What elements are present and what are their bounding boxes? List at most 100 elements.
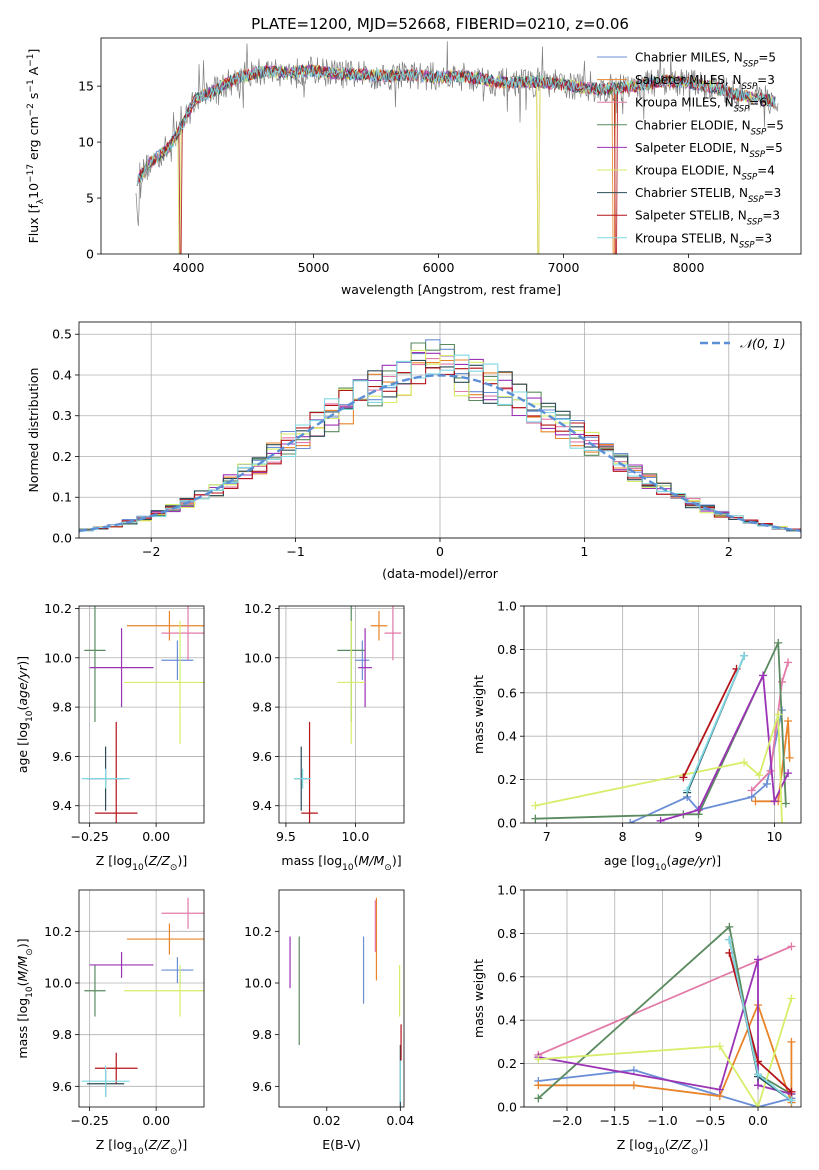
legend-text-part: Salpeter MILES, N: [635, 73, 742, 87]
y-tick-label: 0.2: [497, 1056, 517, 1071]
chart-weight_vs_Z: −2.0 −1.5 −1.0 −0.5 0.0 0.0 0.2 0.4 0.6 0.8 1.0 Z […: [471, 883, 802, 1157]
series-kroupa-elodie: [531, 710, 787, 823]
y-axis-label: Flux [fλ10−17 erg cm−2 s−1 A−1]: [26, 49, 46, 244]
x-tick-label: 5000: [298, 260, 330, 275]
gaussian-curve: [79, 374, 801, 533]
x-tick-label: 0.0: [748, 1113, 768, 1128]
x-tick-label: 10: [766, 829, 782, 844]
label-part: 10: [25, 710, 35, 722]
label-part: Z/Z: [669, 1137, 692, 1152]
errorbar-salpeter-elodie: [358, 628, 373, 708]
label-part: )]: [15, 656, 30, 666]
label-part: 10: [655, 863, 667, 873]
figure-title: PLATE=1200, MJD=52668, FIBERID=0210, z=0…: [251, 15, 629, 33]
series-marker: [762, 779, 771, 788]
x-tick-label: 8: [619, 829, 627, 844]
grid: [79, 890, 204, 1107]
errorbar-chabrier-miles: [161, 957, 194, 983]
errorbar-kroupa-miles: [161, 897, 204, 929]
series-marker: [725, 935, 734, 944]
legend-label-salpeter-elodie: Salpeter ELODIE, NSSP=5: [635, 141, 783, 160]
series-marker: [751, 797, 760, 806]
axes-frame: [523, 889, 802, 1108]
series-marker: [770, 797, 779, 806]
series-marker: [715, 1085, 724, 1094]
y-axis-label: age [log10(age/yr)]: [15, 656, 35, 773]
label-part: −1: [26, 79, 36, 92]
plot-area: [81, 606, 204, 823]
label-part: ⊙: [170, 863, 178, 873]
legend-text-part: SSP: [743, 60, 759, 70]
x-tick-label: 7: [543, 829, 551, 844]
axes-frame: [78, 605, 205, 824]
errorbar-salpeter-stelib: [94, 1052, 138, 1084]
series-chabrier-elodie: [534, 922, 796, 1103]
legend-text-part: =3: [757, 73, 775, 87]
grid: [79, 322, 801, 539]
label-part: )]: [711, 853, 721, 868]
y-tick-label: 10.2: [244, 924, 272, 939]
errorbar-chabrier-elodie: [84, 606, 106, 722]
series-marker: [755, 771, 764, 780]
series-line: [535, 714, 783, 823]
series-marker: [784, 717, 793, 726]
series-marker: [531, 814, 540, 823]
ticks: 9.5 10.0 9.4 9.6 9.8 10.0 10.2: [244, 601, 369, 844]
series-marker: [774, 710, 783, 719]
errorbar-salpeter-miles: [126, 923, 204, 955]
label-part: Z [log: [96, 1137, 132, 1152]
y-axis-label: mass weight: [471, 675, 486, 754]
y-tick-label: 0: [86, 247, 94, 262]
ticks: −0.25 0.00 9.6 9.8 10.0 10.2: [44, 924, 170, 1128]
ticks: −2 −1 0 1 2 0.0 0.1 0.2 0.3 0.4 0.5: [52, 327, 733, 559]
y-tick-label: 0.8: [497, 642, 517, 657]
series-marker: [534, 1094, 543, 1103]
series-marker: [754, 1103, 763, 1107]
label-part: mass [log: [281, 853, 342, 868]
series-line: [686, 655, 745, 791]
label-part: 10: [342, 863, 354, 873]
x-tick-label: −1.5: [600, 1113, 630, 1128]
series-marker: [694, 805, 703, 814]
series-marker: [785, 753, 794, 762]
y-tick-label: 10.0: [44, 650, 72, 665]
label-part: s: [26, 93, 41, 104]
errorbar-kroupa-miles: [161, 606, 204, 661]
series-kroupa-stelib: [725, 935, 796, 1105]
y-tick-label: 9.8: [52, 1027, 72, 1042]
series-marker: [787, 994, 796, 1003]
label-part: erg cm: [26, 116, 41, 164]
legend-text-part: SSP: [739, 240, 755, 250]
label-part: age/yr: [15, 665, 30, 706]
legend-text-part: SSP: [751, 127, 767, 137]
series-marker: [774, 638, 783, 647]
series-marker: [531, 801, 540, 810]
series-line: [629, 710, 783, 823]
legend: 𝒩(0, 1): [700, 336, 786, 351]
x-axis-label: (data-model)/error: [382, 566, 499, 581]
ticks: 4000 5000 6000 7000 8000 0 5 10 15: [78, 79, 704, 275]
legend-text-part: =3: [764, 186, 782, 200]
errorbar-kroupa-miles: [384, 606, 402, 661]
errorbar-salpeter-stelib: [94, 721, 138, 823]
y-tick-label: 9.4: [252, 798, 272, 813]
legend-text-part: SSP: [748, 195, 764, 205]
ticks: 0.02 0.04 9.6 9.8 10.0 10.2: [244, 924, 414, 1128]
legend-label-kroupa-miles: Kroupa MILES, NSSP=6: [635, 96, 767, 115]
legend-text-part: =5: [758, 51, 776, 65]
errorbar-kroupa-elodie: [337, 620, 366, 745]
legend-label-salpeter-stelib: Salpeter STELIB, NSSP=3: [635, 209, 780, 228]
x-tick-label: −1: [286, 544, 304, 559]
series-line: [537, 945, 792, 1056]
spectrum-model-kroupa-stelib: [136, 64, 776, 186]
x-axis-label: Z [log10(Z/Z⊙)]: [96, 853, 187, 873]
y-tick-label: 0.4: [497, 1013, 517, 1028]
errorbar-salpeter-elodie: [89, 952, 154, 978]
legend-text-part: Kroupa STELIB, N: [635, 231, 739, 245]
y-tick-label: 10.0: [244, 650, 272, 665]
chart-residuals: −2 −1 0 1 2 0.0 0.1 0.2 0.3 0.4 0.5 𝒩(0, 1) (data-mo…: [26, 321, 802, 581]
label-part: ⊙: [691, 1147, 699, 1157]
series-line: [537, 925, 792, 1099]
plot-area: [135, 41, 779, 254]
series-line: [660, 672, 789, 822]
